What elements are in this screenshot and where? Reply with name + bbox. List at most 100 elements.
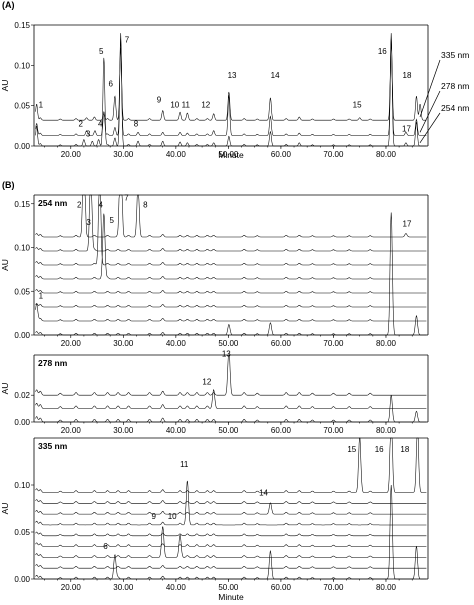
x-tick-label: 20.00 — [61, 583, 82, 592]
peak-label: 4 — [98, 120, 103, 129]
panel-a-label: (A) — [2, 0, 15, 10]
x-tick-label: 50.00 — [218, 150, 239, 159]
trace-278-nm — [35, 38, 427, 136]
series-label: 278 nm — [441, 81, 469, 91]
x-tick-label: 30.00 — [113, 150, 134, 159]
trace-b3-1 — [35, 564, 427, 569]
peak-label: 5 — [110, 216, 115, 225]
series-label: 254 nm — [441, 103, 469, 113]
peak-label: 17 — [403, 220, 412, 229]
peak-label: 17 — [402, 124, 411, 133]
peak-label: 9 — [152, 512, 157, 521]
trace-b3-8 — [35, 437, 427, 493]
peak-label: 11 — [180, 460, 189, 469]
peak-label: 12 — [202, 377, 211, 386]
peak-label: 1 — [39, 291, 44, 300]
panel-b-label: (B) — [2, 180, 15, 190]
peak-label: 16 — [375, 445, 384, 454]
trace-b2-1 — [35, 388, 427, 409]
series-arrow — [419, 90, 441, 133]
y-tick-label: 0.00 — [14, 331, 30, 340]
peak-label: 15 — [347, 445, 356, 454]
peak-label: 8 — [143, 200, 148, 209]
trace-b2-0 — [35, 395, 427, 423]
x-tick-label: 80.00 — [376, 150, 397, 159]
peak-label: 10 — [168, 512, 177, 521]
y-tick-label: 0.00 — [14, 575, 30, 584]
x-tick-label: 60.00 — [271, 339, 292, 348]
peak-label: 12 — [201, 100, 210, 109]
y-tick-label: 0.05 — [14, 102, 30, 111]
subtitle: 335 nm — [38, 441, 68, 451]
x-tick-label: 70.00 — [323, 339, 344, 348]
axes-b3: 20.00 30.00 40.00 50.00 60.00 70.00 80.00 0.00 0… — [0, 437, 429, 602]
x-axis-title: Minute — [218, 150, 244, 160]
y-axis-title: AU — [0, 383, 10, 395]
x-tick-label: 40.00 — [166, 150, 187, 159]
axes-b2: 20.00 30.00 40.00 50.00 60.00 70.00 80.00 0.00 0… — [0, 349, 429, 435]
y-tick-label: 0.05 — [14, 287, 30, 296]
peak-label: 13 — [222, 349, 231, 358]
x-tick-label: 50.00 — [218, 583, 239, 592]
x-tick-label: 20.00 — [61, 339, 82, 348]
x-tick-label: 40.00 — [166, 426, 187, 435]
trace-b3-5 — [35, 480, 427, 526]
peak-label: 16 — [378, 47, 387, 56]
peak-label: 6 — [108, 79, 113, 88]
x-tick-label: 20.00 — [61, 426, 82, 435]
series-label: 335 nm — [441, 50, 469, 60]
peak-label: 4 — [98, 200, 103, 209]
y-axis-title: AU — [0, 503, 10, 515]
y-axis-title: AU — [0, 80, 10, 92]
peak-label: 7 — [124, 193, 129, 202]
trace-b1-2 — [35, 303, 427, 308]
y-tick-label: 0.00 — [14, 418, 30, 427]
peak-label: 9 — [157, 95, 162, 104]
y-tick-label: 0.15 — [14, 21, 30, 30]
trace-b2-2 — [35, 354, 427, 396]
y-tick-label: 0.05 — [14, 528, 30, 537]
peak-label: 10 — [170, 100, 179, 109]
peak-label: 18 — [400, 445, 409, 454]
trace-b1-0 — [35, 212, 427, 336]
trace-b3-2 — [35, 526, 427, 558]
series-arrow — [419, 112, 441, 143]
trace-b3-3 — [35, 542, 427, 547]
x-tick-label: 40.00 — [166, 583, 187, 592]
x-tick-label: 60.00 — [271, 583, 292, 592]
trace-b3-7 — [35, 499, 427, 504]
x-tick-label: 30.00 — [113, 339, 134, 348]
x-tick-label: 70.00 — [323, 150, 344, 159]
trace-b1-7 — [35, 194, 427, 238]
y-tick-label: 0.15 — [14, 200, 30, 209]
y-axis-title: AU — [0, 259, 10, 271]
peak-label: 2 — [77, 200, 82, 209]
axes-a: 20.00 30.00 40.00 50.00 60.00 70.00 80.00 0.00 0… — [0, 21, 469, 160]
x-tick-label: 60.00 — [271, 150, 292, 159]
trace-b3-4 — [35, 531, 427, 537]
x-tick-label: 60.00 — [271, 426, 292, 435]
series-arrow — [419, 59, 441, 118]
x-tick-label: 70.00 — [323, 426, 344, 435]
peak-label: 7 — [125, 36, 130, 45]
peak-label: 14 — [271, 71, 280, 80]
peak-label: 6 — [103, 542, 108, 551]
y-tick-label: 0.10 — [14, 481, 30, 490]
x-tick-label: 30.00 — [113, 426, 134, 435]
trace-b1-4 — [35, 213, 427, 280]
peak-label: 13 — [228, 71, 237, 80]
trace-b1-1 — [35, 303, 427, 322]
trace-b3-6 — [35, 502, 427, 515]
x-tick-label: 80.00 — [376, 339, 397, 348]
peak-label: 3 — [86, 129, 91, 138]
x-tick-label: 50.00 — [218, 339, 239, 348]
subtitle: 254 nm — [38, 198, 68, 208]
subtitle: 278 nm — [38, 358, 68, 368]
trace-b1-6 — [35, 194, 427, 252]
trace-335-nm — [35, 43, 427, 121]
x-tick-label: 50.00 — [218, 426, 239, 435]
y-tick-label: 0.00 — [14, 142, 30, 151]
y-tick-label: 0.10 — [14, 244, 30, 253]
peak-label: 5 — [99, 47, 104, 56]
trace-254-nm — [35, 33, 427, 147]
